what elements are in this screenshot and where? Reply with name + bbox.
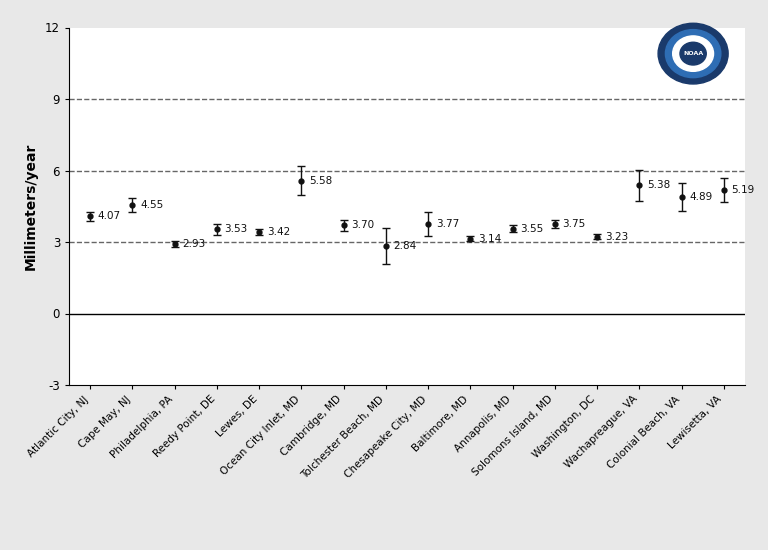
Circle shape [658,23,728,84]
Text: 4.55: 4.55 [140,200,164,210]
Text: 3.23: 3.23 [604,232,628,241]
Text: 3.55: 3.55 [520,224,544,234]
Y-axis label: Millimeters/year: Millimeters/year [24,142,38,270]
Circle shape [665,30,721,78]
Text: 4.89: 4.89 [689,192,713,202]
Text: 3.53: 3.53 [224,224,248,234]
Text: 3.70: 3.70 [351,221,375,230]
Circle shape [673,36,713,72]
Text: 2.93: 2.93 [182,239,206,249]
Text: 5.58: 5.58 [309,175,333,185]
Text: 4.07: 4.07 [98,212,121,222]
Text: 5.38: 5.38 [647,180,670,190]
Text: NOAA: NOAA [683,51,703,56]
Text: 3.42: 3.42 [266,227,290,237]
Text: 3.14: 3.14 [478,234,502,244]
Text: 5.19: 5.19 [731,185,755,195]
Text: 3.77: 3.77 [435,219,459,229]
Text: 3.75: 3.75 [562,219,586,229]
Circle shape [680,42,707,65]
Text: 2.84: 2.84 [393,241,417,251]
